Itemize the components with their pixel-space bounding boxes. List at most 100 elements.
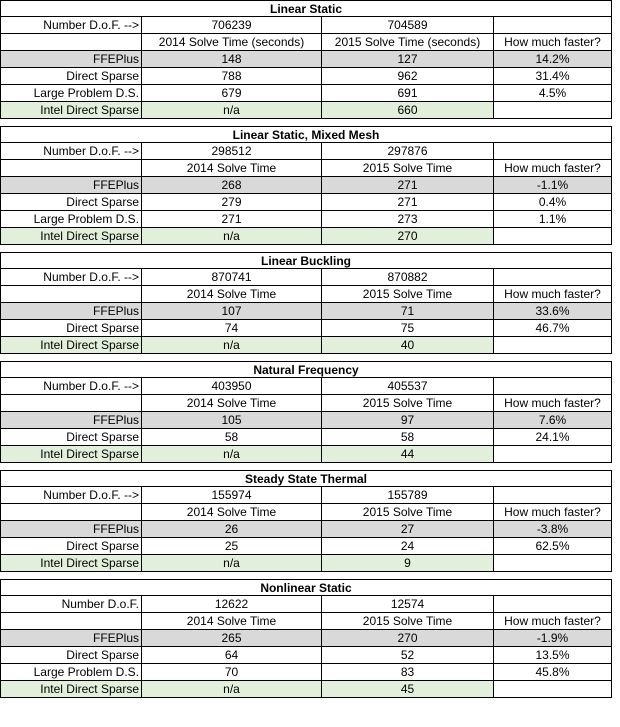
solve-time-2014[interactable]: n/a xyxy=(142,102,322,119)
solver-name[interactable]: FFEPlus xyxy=(0,177,142,194)
percent-faster[interactable]: 46.7% xyxy=(494,320,612,337)
solver-name[interactable]: Direct Sparse xyxy=(0,68,142,85)
empty-cell[interactable] xyxy=(494,269,612,286)
solve-time-2014[interactable]: 58 xyxy=(142,429,322,446)
empty-cell[interactable] xyxy=(0,286,142,303)
solver-name[interactable]: FFEPlus xyxy=(0,630,142,647)
dof-2014[interactable]: 706239 xyxy=(142,17,322,34)
solve-time-2014[interactable]: n/a xyxy=(142,228,322,245)
header-faster[interactable]: How much faster? xyxy=(494,613,612,630)
solver-name[interactable]: Direct Sparse xyxy=(0,538,142,555)
empty-cell[interactable] xyxy=(494,143,612,160)
solver-name[interactable]: FFEPlus xyxy=(0,51,142,68)
solve-time-2014[interactable]: 148 xyxy=(142,51,322,68)
empty-cell[interactable] xyxy=(0,613,142,630)
section-title[interactable]: Linear Static xyxy=(0,0,612,17)
dof-2015[interactable]: 12574 xyxy=(322,596,494,613)
percent-faster[interactable]: 24.1% xyxy=(494,429,612,446)
dof-label[interactable]: Number D.o.F. xyxy=(0,596,142,613)
solver-name[interactable]: Large Problem D.S. xyxy=(0,85,142,102)
dof-2015[interactable]: 870882 xyxy=(322,269,494,286)
solve-time-2015[interactable]: 270 xyxy=(322,630,494,647)
solve-time-2014[interactable]: n/a xyxy=(142,446,322,463)
header-faster[interactable]: How much faster? xyxy=(494,34,612,51)
solve-time-2014[interactable]: 679 xyxy=(142,85,322,102)
percent-faster[interactable]: 4.5% xyxy=(494,85,612,102)
percent-faster[interactable]: -1.9% xyxy=(494,630,612,647)
solver-name[interactable]: Large Problem D.S. xyxy=(0,211,142,228)
percent-faster[interactable]: 13.5% xyxy=(494,647,612,664)
dof-label[interactable]: Number D.o.F. --> xyxy=(0,378,142,395)
solver-name[interactable]: Direct Sparse xyxy=(0,429,142,446)
header-faster[interactable]: How much faster? xyxy=(494,286,612,303)
header-2014[interactable]: 2014 Solve Time xyxy=(142,395,322,412)
header-2015[interactable]: 2015 Solve Time xyxy=(322,395,494,412)
empty-cell[interactable] xyxy=(0,34,142,51)
header-faster[interactable]: How much faster? xyxy=(494,160,612,177)
solve-time-2015[interactable]: 97 xyxy=(322,412,494,429)
solve-time-2014[interactable]: 107 xyxy=(142,303,322,320)
solver-name[interactable]: FFEPlus xyxy=(0,303,142,320)
solver-name[interactable]: Intel Direct Sparse xyxy=(0,337,142,354)
solve-time-2015[interactable]: 691 xyxy=(322,85,494,102)
percent-faster[interactable]: 14.2% xyxy=(494,51,612,68)
solve-time-2015[interactable]: 271 xyxy=(322,194,494,211)
solve-time-2015[interactable]: 271 xyxy=(322,177,494,194)
solve-time-2014[interactable]: 64 xyxy=(142,647,322,664)
header-faster[interactable]: How much faster? xyxy=(494,395,612,412)
header-2014[interactable]: 2014 Solve Time xyxy=(142,160,322,177)
empty-cell[interactable] xyxy=(494,17,612,34)
solver-name[interactable]: Intel Direct Sparse xyxy=(0,681,142,698)
header-2015[interactable]: 2015 Solve Time xyxy=(322,160,494,177)
dof-2015[interactable]: 155789 xyxy=(322,487,494,504)
header-2014[interactable]: 2014 Solve Time (seconds) xyxy=(142,34,322,51)
percent-faster[interactable]: -1.1% xyxy=(494,177,612,194)
solve-time-2014[interactable]: n/a xyxy=(142,555,322,572)
dof-2014[interactable]: 403950 xyxy=(142,378,322,395)
header-2014[interactable]: 2014 Solve Time xyxy=(142,504,322,521)
solver-name[interactable]: FFEPlus xyxy=(0,412,142,429)
header-2014[interactable]: 2014 Solve Time xyxy=(142,286,322,303)
percent-faster[interactable]: 33.6% xyxy=(494,303,612,320)
header-2015[interactable]: 2015 Solve Time xyxy=(322,286,494,303)
solve-time-2014[interactable]: 279 xyxy=(142,194,322,211)
dof-2014[interactable]: 12622 xyxy=(142,596,322,613)
percent-faster[interactable] xyxy=(494,555,612,572)
percent-faster[interactable]: 1.1% xyxy=(494,211,612,228)
header-2014[interactable]: 2014 Solve Time xyxy=(142,613,322,630)
solve-time-2014[interactable]: 74 xyxy=(142,320,322,337)
solver-name[interactable]: Direct Sparse xyxy=(0,647,142,664)
dof-2014[interactable]: 870741 xyxy=(142,269,322,286)
section-title[interactable]: Nonlinear Static xyxy=(0,579,612,596)
solve-time-2015[interactable]: 962 xyxy=(322,68,494,85)
percent-faster[interactable]: 0.4% xyxy=(494,194,612,211)
solver-name[interactable]: Direct Sparse xyxy=(0,320,142,337)
dof-label[interactable]: Number D.o.F. --> xyxy=(0,143,142,160)
solve-time-2014[interactable]: 105 xyxy=(142,412,322,429)
solver-name[interactable]: Intel Direct Sparse xyxy=(0,228,142,245)
section-title[interactable]: Linear Buckling xyxy=(0,252,612,269)
solve-time-2014[interactable]: 70 xyxy=(142,664,322,681)
solver-name[interactable]: Intel Direct Sparse xyxy=(0,555,142,572)
solver-name[interactable]: Intel Direct Sparse xyxy=(0,446,142,463)
dof-2015[interactable]: 297876 xyxy=(322,143,494,160)
header-faster[interactable]: How much faster? xyxy=(494,504,612,521)
solve-time-2015[interactable]: 270 xyxy=(322,228,494,245)
solve-time-2015[interactable]: 127 xyxy=(322,51,494,68)
dof-label[interactable]: Number D.o.F. --> xyxy=(0,17,142,34)
solve-time-2014[interactable]: n/a xyxy=(142,681,322,698)
percent-faster[interactable] xyxy=(494,337,612,354)
solver-name[interactable]: Intel Direct Sparse xyxy=(0,102,142,119)
empty-cell[interactable] xyxy=(494,378,612,395)
solve-time-2015[interactable]: 40 xyxy=(322,337,494,354)
solve-time-2015[interactable]: 75 xyxy=(322,320,494,337)
solve-time-2015[interactable]: 9 xyxy=(322,555,494,572)
solve-time-2015[interactable]: 44 xyxy=(322,446,494,463)
percent-faster[interactable]: 7.6% xyxy=(494,412,612,429)
dof-label[interactable]: Number D.o.F. --> xyxy=(0,269,142,286)
section-title[interactable]: Natural Frequency xyxy=(0,361,612,378)
dof-2014[interactable]: 298512 xyxy=(142,143,322,160)
solve-time-2014[interactable]: 788 xyxy=(142,68,322,85)
empty-cell[interactable] xyxy=(0,160,142,177)
empty-cell[interactable] xyxy=(0,504,142,521)
